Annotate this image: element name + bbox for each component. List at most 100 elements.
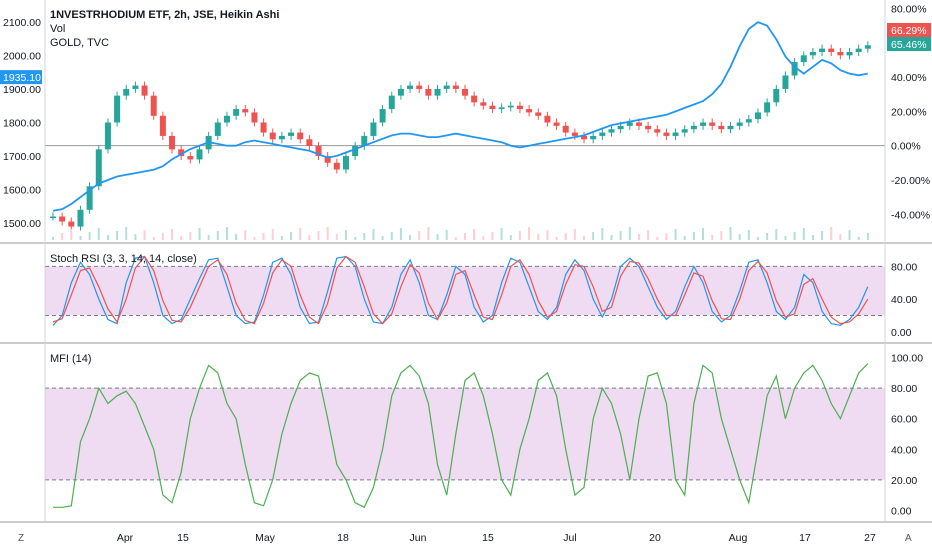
time-tick-label: Aug xyxy=(729,532,748,544)
stoch-rsi-title[interactable]: Stoch RSI (3, 3, 14, 14, close) xyxy=(50,253,197,265)
candle-body xyxy=(416,85,423,89)
volume-bar xyxy=(207,235,210,240)
candle-body xyxy=(709,122,716,126)
left-price-tick-label: 2000.00 xyxy=(3,50,41,62)
volume-bar xyxy=(637,234,640,240)
volume-bar xyxy=(143,230,146,240)
right-percent-tick-label: 40.00% xyxy=(891,72,927,84)
candle-body xyxy=(736,122,743,126)
compare-symbol-label[interactable]: GOLD, TVC xyxy=(50,37,110,49)
candle-body xyxy=(681,129,688,133)
candle-body xyxy=(242,109,249,113)
volume-bar xyxy=(52,237,54,240)
volume-bar xyxy=(683,236,686,240)
candle-body xyxy=(553,122,560,126)
volume-bar xyxy=(729,227,732,240)
candle-body xyxy=(434,88,441,96)
right-percent-tick-label: 20.00% xyxy=(891,106,927,118)
mfi-title[interactable]: MFI (14) xyxy=(50,353,92,365)
candle-body xyxy=(590,135,597,140)
left-price-tick-label: 1700.00 xyxy=(3,151,41,163)
candle-body xyxy=(104,122,111,150)
oscillator-tick-label: 100.00 xyxy=(891,353,923,365)
volume-bar xyxy=(344,230,347,240)
left-price-tick-label: 1500.00 xyxy=(3,218,41,230)
last-value-badge-text: 66.29% xyxy=(891,25,927,37)
oscillator-band xyxy=(45,388,885,480)
oscillator-tick-label: 40.00 xyxy=(891,444,917,456)
candle-body xyxy=(544,115,551,123)
auto-scale-button[interactable]: A xyxy=(905,533,912,544)
volume-bar xyxy=(482,236,485,240)
left-price-tick-label: 2100.00 xyxy=(3,17,41,29)
candle-body xyxy=(718,125,725,130)
volume-bar xyxy=(225,227,228,240)
volume-bar xyxy=(464,233,466,240)
candle-body xyxy=(196,149,203,160)
candle-body xyxy=(315,146,322,157)
candle-body xyxy=(297,132,304,140)
candle-body xyxy=(462,88,468,96)
oscillator-tick-label: 80.00 xyxy=(891,261,917,273)
gold-compare-line xyxy=(52,21,868,212)
candle-body xyxy=(672,132,679,136)
last-value-badge xyxy=(887,23,931,37)
candle-body xyxy=(407,85,414,89)
volume-bar xyxy=(445,230,448,240)
candle-body xyxy=(95,149,102,187)
volume-bar xyxy=(244,230,247,240)
candle-body xyxy=(635,122,642,126)
candle-body xyxy=(599,132,606,136)
candle-body xyxy=(782,75,789,89)
volume-bar xyxy=(738,234,741,240)
volume-bar xyxy=(390,232,393,240)
volume-bar xyxy=(793,232,796,240)
candle-body xyxy=(864,45,871,49)
candle-body xyxy=(791,62,798,76)
volume-bar xyxy=(500,228,503,240)
zoom-toggle-button[interactable]: Z xyxy=(18,533,25,544)
last-value-badge xyxy=(887,37,931,51)
volume-bar xyxy=(97,228,100,240)
candle-body xyxy=(269,132,276,140)
volume-bar xyxy=(537,234,540,240)
candle-body xyxy=(800,55,807,63)
volume-bar xyxy=(134,234,137,240)
left-price-tick-label: 1900.00 xyxy=(3,84,41,96)
volume-bar xyxy=(628,227,631,240)
candle-body xyxy=(86,186,93,210)
candle-body xyxy=(342,156,349,170)
candle-body xyxy=(754,112,761,120)
candle-body xyxy=(77,209,84,227)
time-tick-label: 18 xyxy=(337,532,349,544)
volume-bar xyxy=(363,233,366,240)
time-tick-label: Jul xyxy=(563,532,576,544)
candle-body xyxy=(535,112,542,116)
price-label-text: 1935.10 xyxy=(3,72,41,84)
candle-body xyxy=(654,129,661,133)
vol-label[interactable]: Vol xyxy=(50,23,66,35)
candle-body xyxy=(370,122,377,136)
time-tick-label: 20 xyxy=(649,532,661,544)
volume-bar xyxy=(473,229,476,240)
time-tick-label: Apr xyxy=(117,532,134,544)
volume-bar xyxy=(811,235,814,240)
volume-bar xyxy=(106,235,109,240)
volume-bar xyxy=(573,229,576,240)
volume-bar xyxy=(775,229,778,240)
candle-body xyxy=(837,52,844,56)
volume-bar xyxy=(592,232,595,240)
candle-body xyxy=(507,105,514,108)
candle-body xyxy=(233,109,240,116)
volume-bar xyxy=(372,229,375,240)
volume-bar xyxy=(583,236,586,240)
volume-bar xyxy=(161,233,164,240)
volume-bar xyxy=(821,231,824,240)
candle-body xyxy=(397,88,404,96)
volume-bar xyxy=(555,237,558,240)
right-percent-tick-label: 80.00% xyxy=(891,3,927,15)
time-tick-label: 15 xyxy=(482,532,494,544)
volume-bar xyxy=(747,230,750,240)
oscillator-tick-label: 0.00 xyxy=(891,505,912,517)
candle-body xyxy=(114,95,121,123)
